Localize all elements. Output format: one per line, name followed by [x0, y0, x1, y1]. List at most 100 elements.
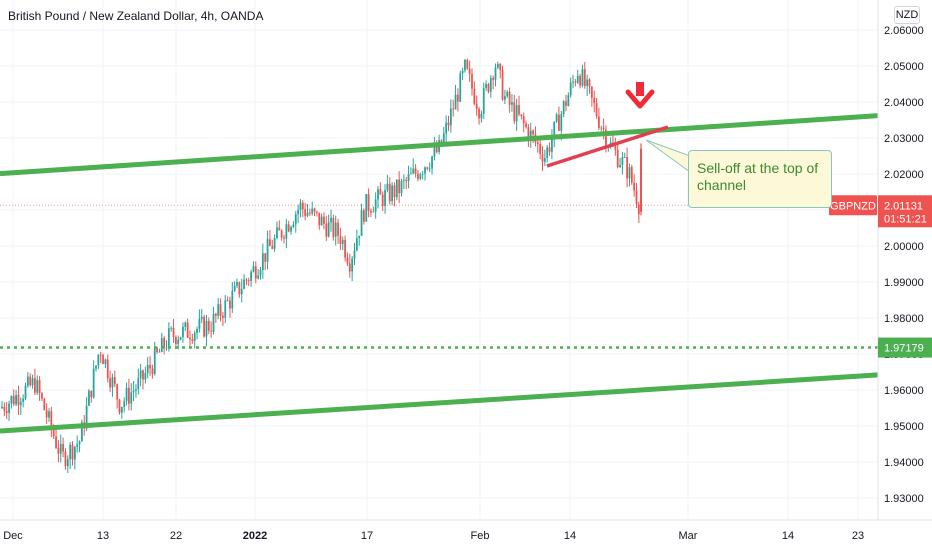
candle-body [198, 319, 201, 329]
candle-body [433, 146, 436, 157]
price-tick-label: 1.93000 [884, 493, 924, 505]
candle-body [149, 364, 151, 369]
drawing-overlays [0, 82, 879, 434]
candle-body [308, 212, 311, 214]
candle-body [384, 190, 386, 206]
time-tick-label: Mar [679, 530, 698, 542]
candle-body [367, 194, 370, 211]
candle-body [372, 211, 375, 213]
candle-body [513, 102, 516, 122]
candle-body [327, 222, 330, 237]
candle-body [24, 385, 27, 399]
candle-body [123, 401, 126, 407]
candle-body [628, 167, 631, 179]
candle-body [353, 250, 356, 259]
candle-body [572, 81, 574, 83]
candle-body [210, 330, 213, 332]
candle-body [92, 368, 95, 398]
channel-upper-line [0, 113, 879, 177]
candle-body [548, 147, 551, 152]
candle-body [600, 127, 603, 129]
candle-body [125, 387, 128, 402]
candle-body [562, 101, 565, 115]
candle-body [588, 79, 591, 87]
candle-body [553, 121, 556, 139]
candle-body [581, 69, 584, 86]
candle-body [189, 337, 191, 340]
candle-body [565, 101, 567, 106]
candle-body [264, 253, 267, 262]
callout-pointer [645, 139, 691, 173]
candle-body [546, 147, 549, 159]
time-tick-label: 13 [97, 530, 109, 542]
candle-body [626, 156, 628, 179]
price-axis[interactable]: 2.060002.050002.040002.030002.020002.010… [829, 0, 932, 520]
candle-body [175, 336, 177, 345]
candle-body [313, 208, 316, 212]
candle-body [245, 279, 248, 281]
candle-body [583, 69, 586, 87]
candle-body [447, 122, 450, 126]
candle-body [144, 373, 147, 380]
candle-body [29, 376, 32, 386]
candle-body [555, 114, 558, 122]
candle-body [630, 167, 633, 183]
last-price-label: 2.01131 [884, 200, 923, 212]
candle-body [595, 103, 598, 117]
candle-body [207, 320, 210, 331]
currency-button[interactable]: NZD [894, 6, 920, 24]
candle-body [306, 212, 309, 216]
candle-body [19, 401, 22, 406]
candle-body [22, 398, 25, 402]
price-tick-label: 2.00000 [884, 241, 924, 253]
time-axis[interactable]: Dec 13 22 2022 17 Feb 14 Mar 14 23 [0, 519, 932, 550]
candle-body [250, 271, 252, 281]
candle-body [8, 403, 10, 414]
candle-body [158, 351, 161, 353]
candle-body [551, 138, 553, 152]
candle-body [139, 370, 142, 378]
candle-body [398, 179, 401, 194]
candle-body [637, 204, 640, 215]
candle-body [640, 148, 642, 212]
candle-body [243, 279, 245, 289]
candle-body [200, 316, 203, 320]
candle-body [461, 70, 464, 74]
candle-body [287, 224, 290, 232]
candle-body [504, 96, 506, 100]
candle-body [222, 315, 224, 318]
annotation-text: Sell-off at the top of channel [697, 160, 819, 193]
candle-body [536, 142, 539, 145]
candle-body [527, 127, 530, 141]
candle-body [36, 380, 39, 393]
candle-body [271, 245, 274, 249]
candle-body [120, 406, 123, 413]
candle-body [128, 387, 130, 404]
candle-body [203, 316, 205, 337]
candle-body [325, 223, 328, 237]
candle-body [482, 88, 485, 114]
candle-body [104, 359, 107, 365]
candle-body [236, 282, 238, 286]
candle-body [229, 300, 231, 309]
candle-body [574, 81, 577, 83]
price-tick-label: 2.03000 [884, 133, 924, 145]
candle-body [471, 73, 473, 89]
candle-body [341, 240, 344, 244]
candle-body [90, 390, 93, 398]
candle-body [41, 393, 43, 399]
time-tick-label: Feb [471, 530, 490, 542]
candle-body [355, 238, 358, 251]
candle-body [278, 227, 281, 231]
annotation-callout[interactable]: Sell-off at the top of channel [688, 150, 832, 208]
candle-body [525, 123, 527, 128]
candle-body [165, 347, 168, 349]
candle-body [142, 370, 144, 380]
candle-body [212, 313, 215, 332]
candle-body [428, 168, 431, 170]
price-tick-label: 2.06000 [884, 25, 924, 37]
candle-body [269, 239, 271, 246]
candle-body [182, 326, 184, 338]
candle-body [217, 304, 220, 316]
